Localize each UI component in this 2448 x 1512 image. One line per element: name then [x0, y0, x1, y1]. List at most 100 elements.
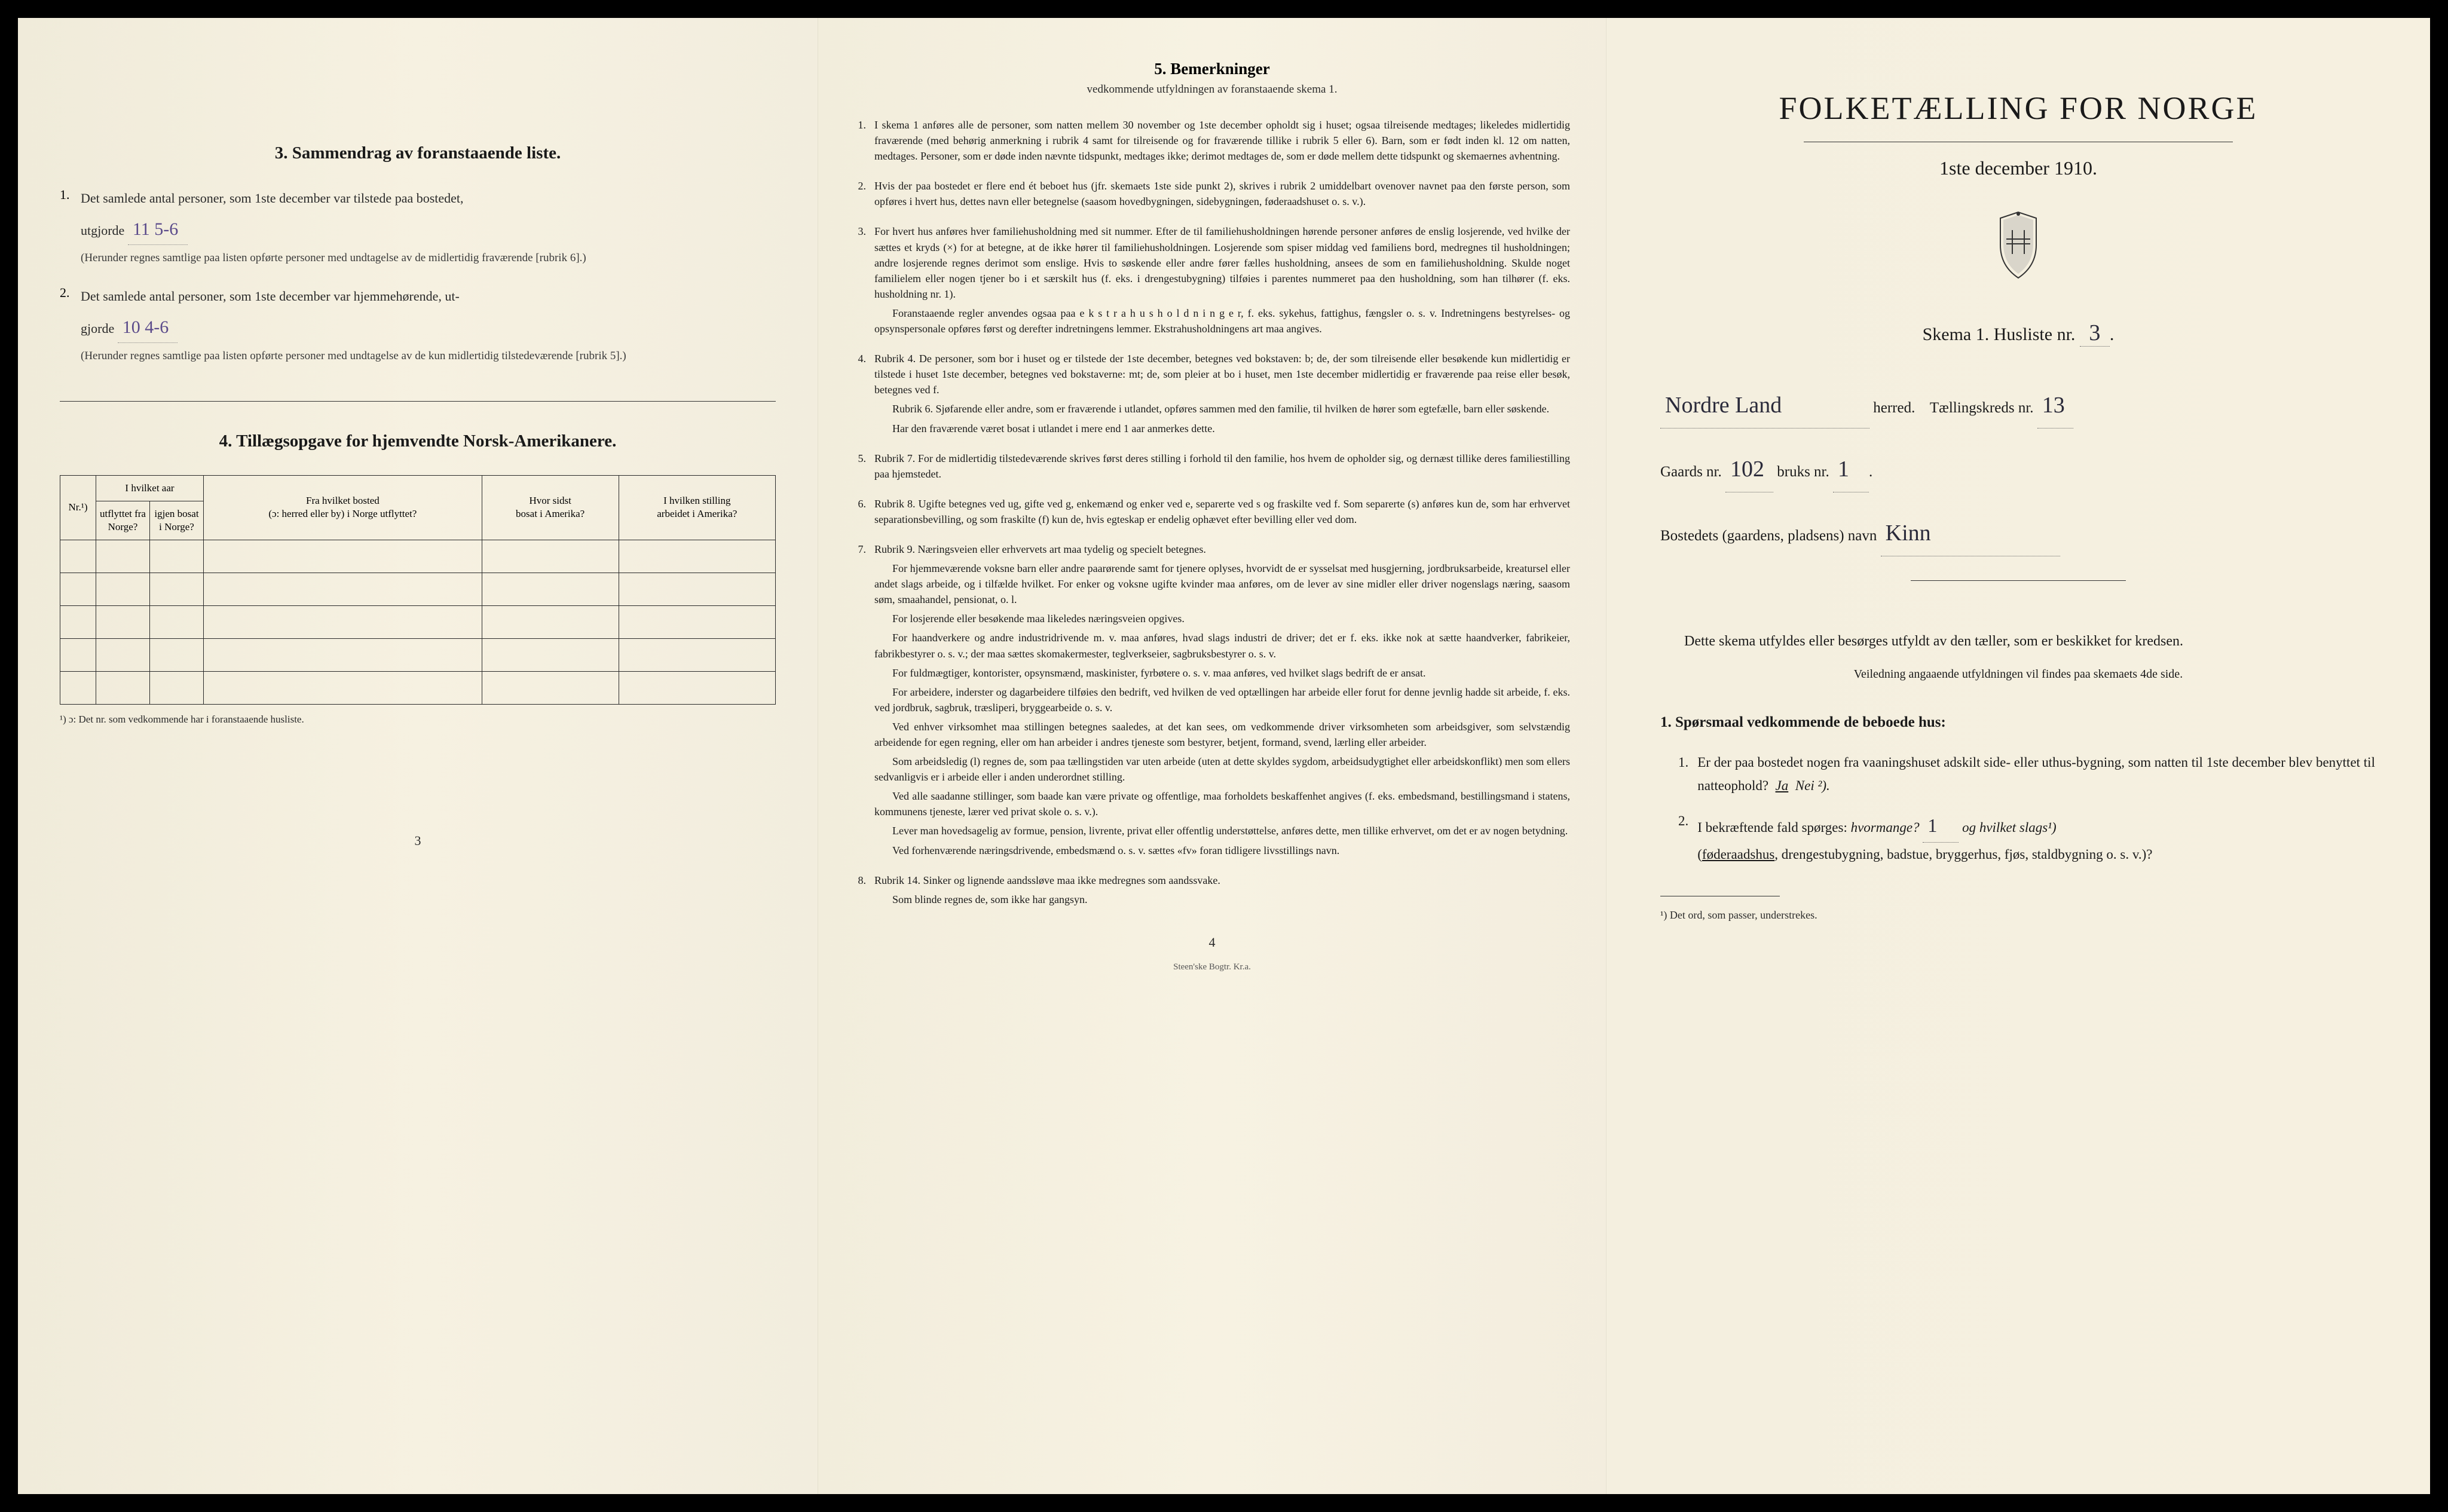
- th-stilling: I hvilken stilling arbeidet i Amerika?: [619, 475, 775, 540]
- center-item-num: 5.: [854, 451, 866, 485]
- gaards-line: Gaards nr. 102 bruks nr. 1.: [1660, 446, 2376, 492]
- center-item-num: 1.: [854, 117, 866, 167]
- bosted-line: Bostedets (gaardens, pladsens) navn Kinn: [1660, 510, 2376, 556]
- center-item: 4.Rubrik 4. De personer, som bor i huset…: [854, 351, 1570, 439]
- section4-heading: 4. Tillægsopgave for hjemvendte Norsk-Am…: [60, 431, 776, 451]
- center-item-num: 6.: [854, 496, 866, 531]
- q2-paren: (føderaadshus, drengestubygning, badstue…: [1697, 843, 2152, 866]
- instructions-block: Dette skema utfyldes eller besørges utfy…: [1660, 629, 2376, 925]
- center-paragraph: Ved forhenværende næringsdrivende, embed…: [874, 843, 1570, 858]
- printer-mark: Steen'ske Bogtr. Kr.a.: [854, 962, 1570, 972]
- bruks-value: 1: [1833, 446, 1869, 492]
- q2: 2. I bekræftende fald spørges: hvormange…: [1678, 809, 2376, 865]
- page-num-4: 4: [854, 935, 1570, 950]
- mid-divider: [1911, 580, 2125, 581]
- center-paragraph: For hvert hus anføres hver familiehushol…: [874, 224, 1570, 301]
- center-paragraph: Rubrik 7. For de midlertidig tilstedevær…: [874, 451, 1570, 482]
- table-footnote: ¹) ɔ: Det nr. som vedkommende har i fora…: [60, 714, 776, 726]
- skema-line: Skema 1. Husliste nr. 3.: [1660, 320, 2376, 347]
- center-item: 8. Rubrik 14. Sinker og lignende aandsslø…: [854, 873, 1570, 911]
- gaards-value: 102: [1725, 446, 1773, 492]
- center-items: 1.I skema 1 anføres alle de personer, so…: [854, 117, 1570, 911]
- center-paragraph: Foranstaaende regler anvendes ogsaa paa …: [874, 305, 1570, 336]
- center-item: 2. Hvis der paa bostedet er flere end ét …: [854, 178, 1570, 213]
- center-item-body: Rubrik 9. Næringsveien eller erhvervets …: [874, 541, 1570, 862]
- center-paragraph: For fuldmægtiger, kontorister, opsynsmæn…: [874, 665, 1570, 681]
- herred-value: Nordre Land: [1660, 382, 1869, 428]
- center-item: 1.I skema 1 anføres alle de personer, so…: [854, 117, 1570, 167]
- center-item-num: 2.: [854, 178, 866, 213]
- q1-ja: Ja: [1776, 778, 1789, 793]
- center-item-num: 7.: [854, 541, 866, 862]
- center-paragraph: For haandverkere og andre industridriven…: [874, 630, 1570, 661]
- item-2-gjorde: gjorde: [81, 321, 114, 336]
- center-paragraph: Hvis der paa bostedet er flere end ét be…: [874, 178, 1570, 209]
- center-item-num: 3.: [854, 224, 866, 340]
- center-item: 5. Rubrik 7. For de midlertidig tilstedev…: [854, 451, 1570, 485]
- item-1-num: 1.: [60, 187, 72, 267]
- center-item-num: 4.: [854, 351, 866, 439]
- panel-left: 3. Sammendrag av foranstaaende liste. 1.…: [18, 18, 818, 1494]
- center-paragraph: Rubrik 6. Sjøfarende eller andre, som er…: [874, 401, 1570, 417]
- center-item-body: Rubrik 8. Ugifte betegnes ved ug, gifte …: [874, 496, 1570, 531]
- th-utflyttet: utflyttet fra Norge?: [96, 501, 150, 540]
- center-paragraph: For losjerende eller besøkende maa likel…: [874, 611, 1570, 626]
- center-paragraph: Ved enhver virksomhet maa stillingen bet…: [874, 719, 1570, 750]
- main-title: FOLKETÆLLING FOR NORGE: [1660, 90, 2376, 127]
- center-item: 7.Rubrik 9. Næringsveien eller erhvervet…: [854, 541, 1570, 862]
- q1: 1. Er der paa bostedet nogen fra vaaning…: [1678, 751, 2376, 797]
- center-item: 6.Rubrik 8. Ugifte betegnes ved ug, gift…: [854, 496, 1570, 531]
- center-paragraph: Som arbeidsledig (l) regnes de, som paa …: [874, 754, 1570, 785]
- table-row: [60, 573, 776, 606]
- center-paragraph: For hjemmeværende voksne barn eller andr…: [874, 561, 1570, 607]
- center-paragraph: Rubrik 14. Sinker og lignende aandssløve…: [874, 873, 1570, 888]
- table-body: [60, 540, 776, 705]
- center-item: 3.For hvert hus anføres hver familiehush…: [854, 224, 1570, 340]
- tkreds-value: 13: [2037, 382, 2073, 428]
- item-1-paren: (Herunder regnes samtlige paa listen opf…: [81, 250, 776, 267]
- th-sidst: Hvor sidst bosat i Amerika?: [482, 475, 619, 540]
- th-nr: Nr.¹): [60, 475, 96, 540]
- item-2-text: Det samlede antal personer, som 1ste dec…: [81, 285, 776, 307]
- instructions-text: Dette skema utfyldes eller besørges utfy…: [1660, 629, 2376, 654]
- center-paragraph: I skema 1 anføres alle de personer, som …: [874, 117, 1570, 164]
- th-igjen: igjen bosat i Norge?: [150, 501, 204, 540]
- divider-line: [60, 401, 776, 402]
- bosted-value: Kinn: [1881, 510, 2060, 556]
- husliste-nr: 3: [2080, 320, 2110, 347]
- q1-nei: Nei ²).: [1795, 778, 1830, 793]
- norway-crest: [1660, 209, 2376, 284]
- hvormange-value: 1: [1923, 809, 1959, 842]
- center-subheading: vedkommende utfyldningen av foranstaaend…: [854, 83, 1570, 96]
- section3-heading: 3. Sammendrag av foranstaaende liste.: [60, 143, 776, 163]
- center-paragraph: For arbeidere, inderster og dagarbeidere…: [874, 684, 1570, 715]
- center-item-num: 8.: [854, 873, 866, 911]
- center-paragraph: Har den fraværende været bosat i utlande…: [874, 421, 1570, 436]
- amerika-table: Nr.¹) I hvilket aar Fra hvilket bosted (…: [60, 475, 776, 705]
- center-item-body: I skema 1 anføres alle de personer, som …: [874, 117, 1570, 167]
- center-item-body: Hvis der paa bostedet er flere end ét be…: [874, 178, 1570, 213]
- center-item-body: Rubrik 14. Sinker og lignende aandssløve…: [874, 873, 1570, 911]
- center-item-body: For hvert hus anføres hver familiehushol…: [874, 224, 1570, 340]
- item-1-utgjorde: utgjorde: [81, 223, 124, 238]
- center-item-body: Rubrik 4. De personer, som bor i huset o…: [874, 351, 1570, 439]
- item-2-num: 2.: [60, 285, 72, 365]
- item-1-handwritten: 11 5-6: [128, 214, 188, 245]
- page-num-3: 3: [60, 833, 776, 849]
- panel-center: 5. Bemerkninger vedkommende utfyldningen…: [818, 18, 1606, 1494]
- center-item-body: Rubrik 7. For de midlertidig tilstedevær…: [874, 451, 1570, 485]
- item-1: 1. Det samlede antal personer, som 1ste …: [60, 187, 776, 267]
- th-aar: I hvilket aar: [96, 475, 204, 501]
- table-row: [60, 672, 776, 705]
- center-heading: 5. Bemerkninger: [854, 60, 1570, 78]
- item-2-handwritten: 10 4-6: [118, 312, 178, 343]
- center-paragraph: Lever man hovedsagelig av formue, pensio…: [874, 823, 1570, 838]
- table-row: [60, 540, 776, 573]
- item-1-text: Det samlede antal personer, som 1ste dec…: [81, 187, 776, 209]
- table-row: [60, 639, 776, 672]
- subtitle: 1ste december 1910.: [1660, 157, 2376, 179]
- th-bosted: Fra hvilket bosted (ɔ: herred eller by) …: [204, 475, 482, 540]
- center-paragraph: Rubrik 4. De personer, som bor i huset o…: [874, 351, 1570, 397]
- sp-heading: 1. Spørsmaal vedkommende de beboede hus:: [1660, 709, 2376, 736]
- table-row: [60, 606, 776, 639]
